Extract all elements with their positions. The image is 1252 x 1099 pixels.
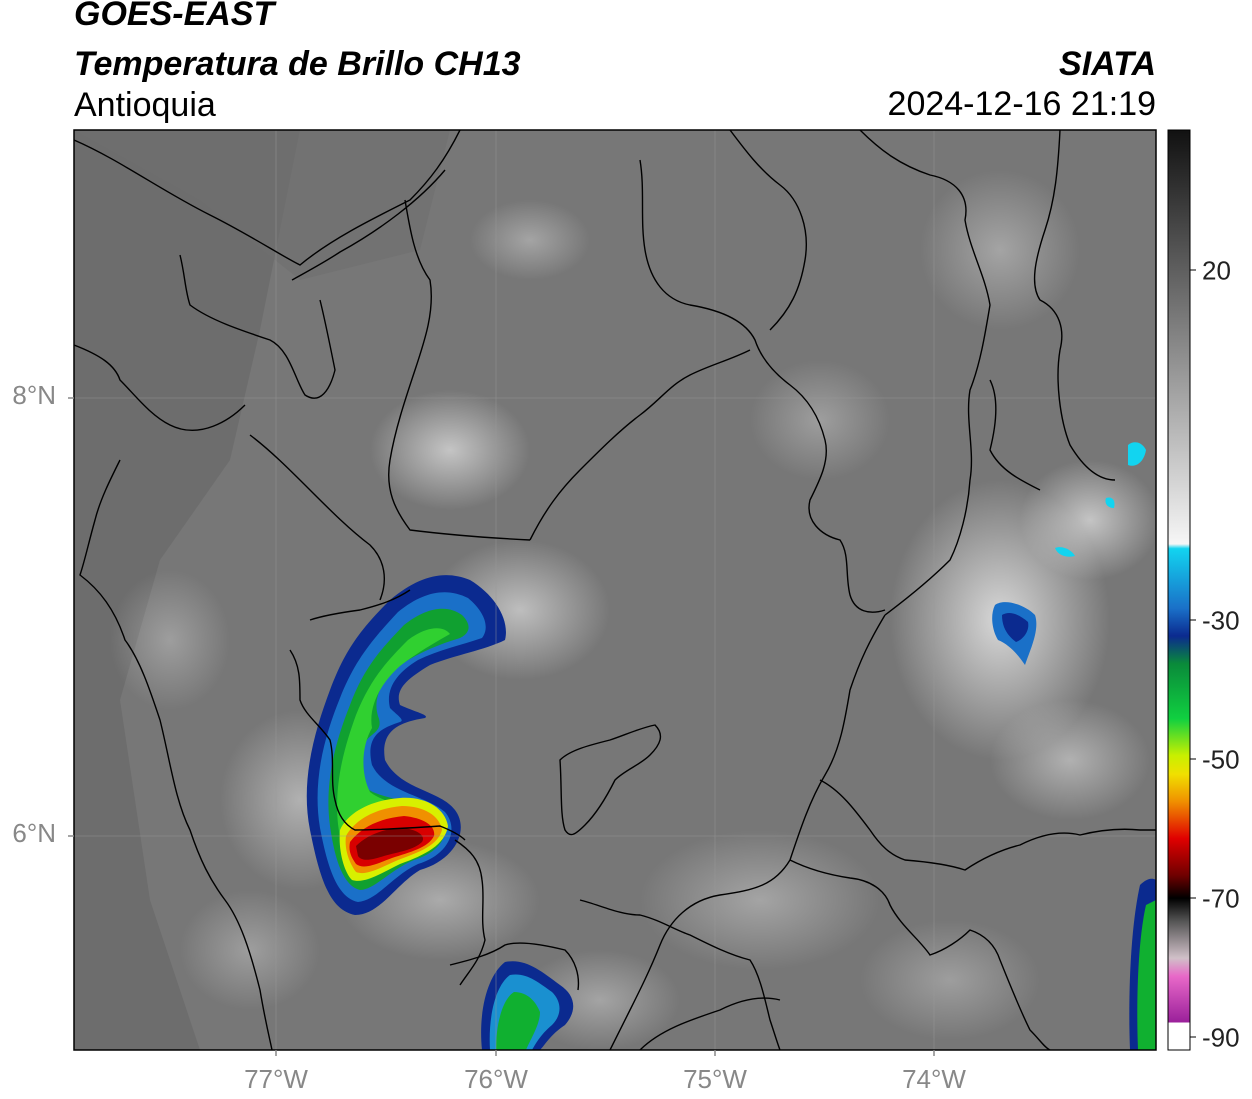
lat-label-8n: 8°N <box>12 380 56 410</box>
boundaries <box>74 130 1156 1050</box>
map-frame <box>73 129 1157 1051</box>
lon-label-75w: 75°W <box>683 1064 747 1094</box>
lat-label-6n: 6°N <box>12 818 56 848</box>
colorbar-tick-20: 20 <box>1202 255 1231 286</box>
region-subtitle: Antioquia <box>74 86 216 124</box>
satellite-title: GOES-EAST <box>74 0 275 33</box>
southern-storm-cell <box>481 961 574 1050</box>
map-imagery <box>74 130 1156 1050</box>
colorbar <box>1167 129 1196 1051</box>
lon-label-74w: 74°W <box>902 1064 966 1094</box>
lon-label-77w: 77°W <box>244 1064 308 1094</box>
timestamp-label: 2024-12-16 21:19 <box>887 85 1156 123</box>
lon-label-76w: 76°W <box>464 1064 528 1094</box>
colorbar-tick-minus30: -30 <box>1202 605 1240 636</box>
colorbar-tick-minus70: -70 <box>1202 883 1240 914</box>
product-title: Temperatura de Brillo CH13 <box>74 45 521 83</box>
colorbar-tick-minus90: -90 <box>1202 1022 1240 1053</box>
colorbar-tick-minus50: -50 <box>1202 744 1240 775</box>
organization-label: SIATA <box>1059 45 1156 83</box>
